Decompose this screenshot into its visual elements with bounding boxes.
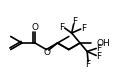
- Text: F: F: [97, 52, 102, 61]
- Text: F: F: [97, 44, 102, 53]
- Text: F: F: [59, 23, 64, 32]
- Text: O: O: [44, 48, 51, 57]
- Text: F: F: [86, 60, 91, 69]
- Text: O: O: [32, 23, 38, 32]
- Text: OH: OH: [96, 38, 110, 47]
- Text: F: F: [81, 24, 86, 33]
- Text: F: F: [72, 17, 77, 26]
